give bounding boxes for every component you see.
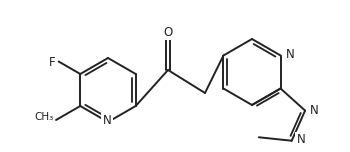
Text: CH₃: CH₃ xyxy=(35,112,54,122)
Text: O: O xyxy=(163,26,173,38)
Text: N: N xyxy=(103,114,111,128)
Text: N: N xyxy=(286,48,294,61)
Text: F: F xyxy=(49,56,56,69)
Text: N: N xyxy=(297,133,306,146)
Text: N: N xyxy=(310,104,319,117)
